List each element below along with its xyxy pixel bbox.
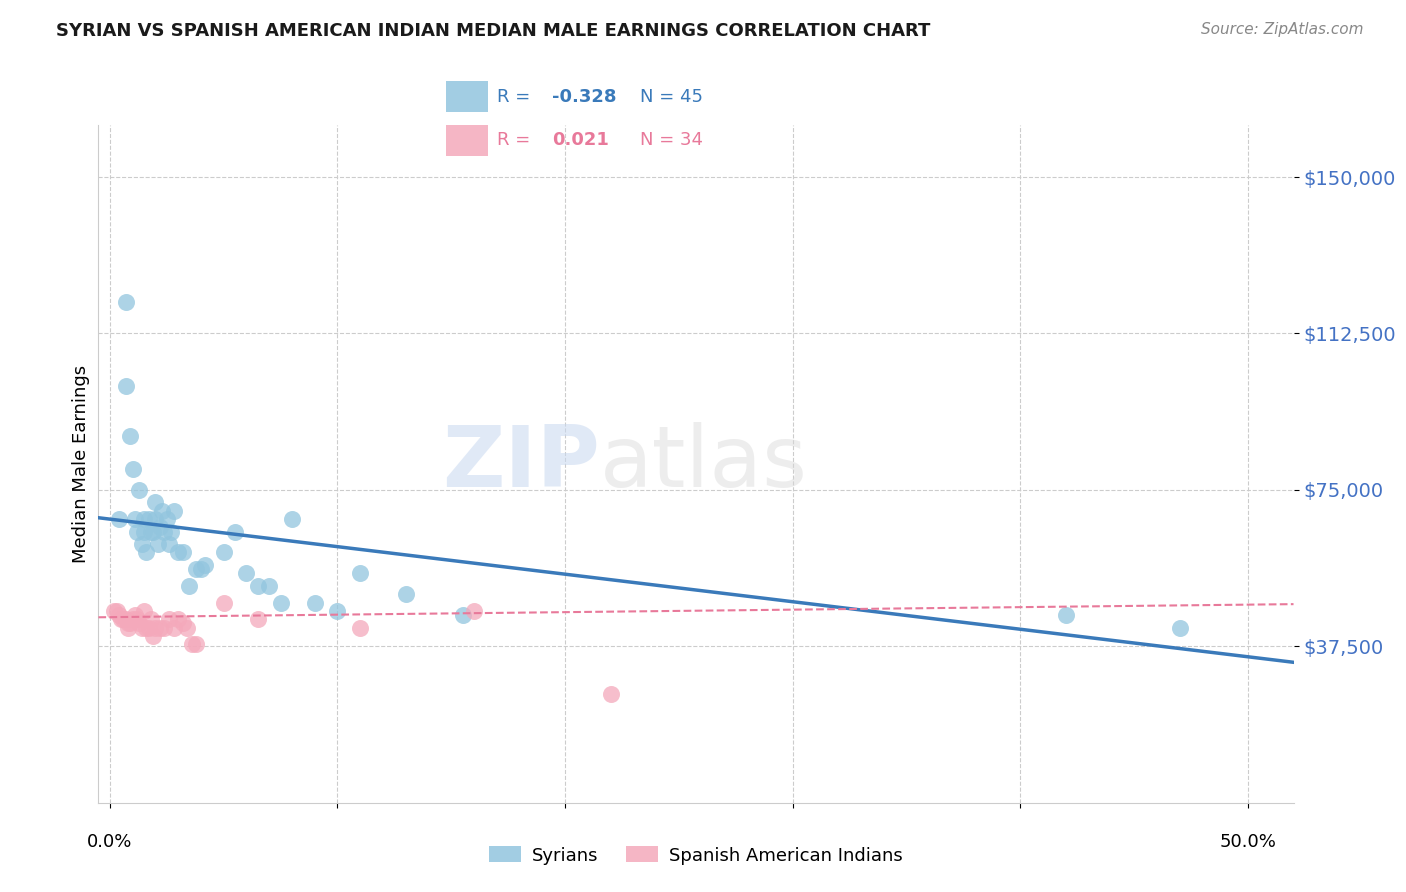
Point <box>270 596 292 610</box>
Point <box>103 604 125 618</box>
Point <box>124 512 146 526</box>
Point <box>224 524 246 539</box>
Point <box>127 612 149 626</box>
Point <box>304 596 326 610</box>
Point <box>212 545 235 559</box>
Point <box>120 616 142 631</box>
Text: -0.328: -0.328 <box>553 87 617 105</box>
Bar <box>446 81 488 112</box>
Point <box>146 537 169 551</box>
Point <box>167 612 190 626</box>
Point <box>117 616 139 631</box>
Point <box>127 524 149 539</box>
Point <box>194 558 217 572</box>
Point <box>162 621 184 635</box>
Point <box>132 512 155 526</box>
Point <box>142 524 165 539</box>
Point <box>190 562 212 576</box>
Point <box>138 512 160 526</box>
Point <box>135 621 157 635</box>
Point <box>131 537 153 551</box>
Point <box>150 504 173 518</box>
Point <box>143 621 166 635</box>
Point <box>120 428 142 442</box>
Point <box>149 621 172 635</box>
Point <box>131 621 153 635</box>
Point <box>114 295 136 310</box>
Text: atlas: atlas <box>600 422 808 506</box>
Point <box>326 604 349 618</box>
Point <box>128 616 150 631</box>
Point <box>139 612 162 626</box>
Point <box>108 608 131 623</box>
Point <box>599 687 621 701</box>
Legend: Syrians, Spanish American Indians: Syrians, Spanish American Indians <box>482 839 910 871</box>
Text: Source: ZipAtlas.com: Source: ZipAtlas.com <box>1201 22 1364 37</box>
Point <box>349 621 371 635</box>
Point <box>186 637 208 651</box>
Point <box>246 579 269 593</box>
Bar <box>446 125 488 156</box>
Point <box>235 566 257 581</box>
Text: R =: R = <box>498 87 536 105</box>
Text: SYRIAN VS SPANISH AMERICAN INDIAN MEDIAN MALE EARNINGS CORRELATION CHART: SYRIAN VS SPANISH AMERICAN INDIAN MEDIAN… <box>56 22 931 40</box>
Point <box>110 612 132 626</box>
Text: 50.0%: 50.0% <box>1219 833 1277 851</box>
Point <box>157 537 180 551</box>
Point <box>212 596 235 610</box>
Point <box>114 378 136 392</box>
Point <box>180 637 202 651</box>
Point <box>143 512 166 526</box>
Point <box>135 545 157 559</box>
Point <box>153 524 176 539</box>
Point <box>246 612 269 626</box>
Point <box>162 504 184 518</box>
Point <box>124 608 146 623</box>
Point <box>186 562 208 576</box>
Point <box>179 579 201 593</box>
Point <box>176 621 198 635</box>
Point <box>132 604 155 618</box>
Text: R =: R = <box>498 131 536 149</box>
Point <box>257 579 280 593</box>
Point <box>132 524 155 539</box>
Point <box>1168 621 1191 635</box>
Point <box>157 612 180 626</box>
Point <box>172 616 194 631</box>
Point <box>167 545 190 559</box>
Point <box>172 545 194 559</box>
Text: 0.021: 0.021 <box>553 131 609 149</box>
Point <box>108 512 131 526</box>
Point <box>117 621 139 635</box>
Y-axis label: Median Male Earnings: Median Male Earnings <box>72 365 90 563</box>
Point <box>121 462 143 476</box>
Point <box>451 608 474 623</box>
Text: 0.0%: 0.0% <box>87 833 132 851</box>
Point <box>281 512 304 526</box>
Point <box>160 524 183 539</box>
Point <box>395 587 418 601</box>
Point <box>105 604 128 618</box>
Point <box>349 566 371 581</box>
Point <box>128 483 150 497</box>
Point <box>112 612 135 626</box>
Point <box>156 512 179 526</box>
Point <box>143 495 166 509</box>
Point <box>139 524 162 539</box>
Text: N = 45: N = 45 <box>640 87 703 105</box>
Point <box>142 629 165 643</box>
Point <box>153 621 176 635</box>
Point <box>138 621 160 635</box>
Point <box>149 520 172 534</box>
Point <box>114 612 136 626</box>
Text: ZIP: ZIP <box>443 422 600 506</box>
Point <box>1054 608 1077 623</box>
Text: N = 34: N = 34 <box>640 131 703 149</box>
Point <box>463 604 485 618</box>
Point <box>121 612 143 626</box>
